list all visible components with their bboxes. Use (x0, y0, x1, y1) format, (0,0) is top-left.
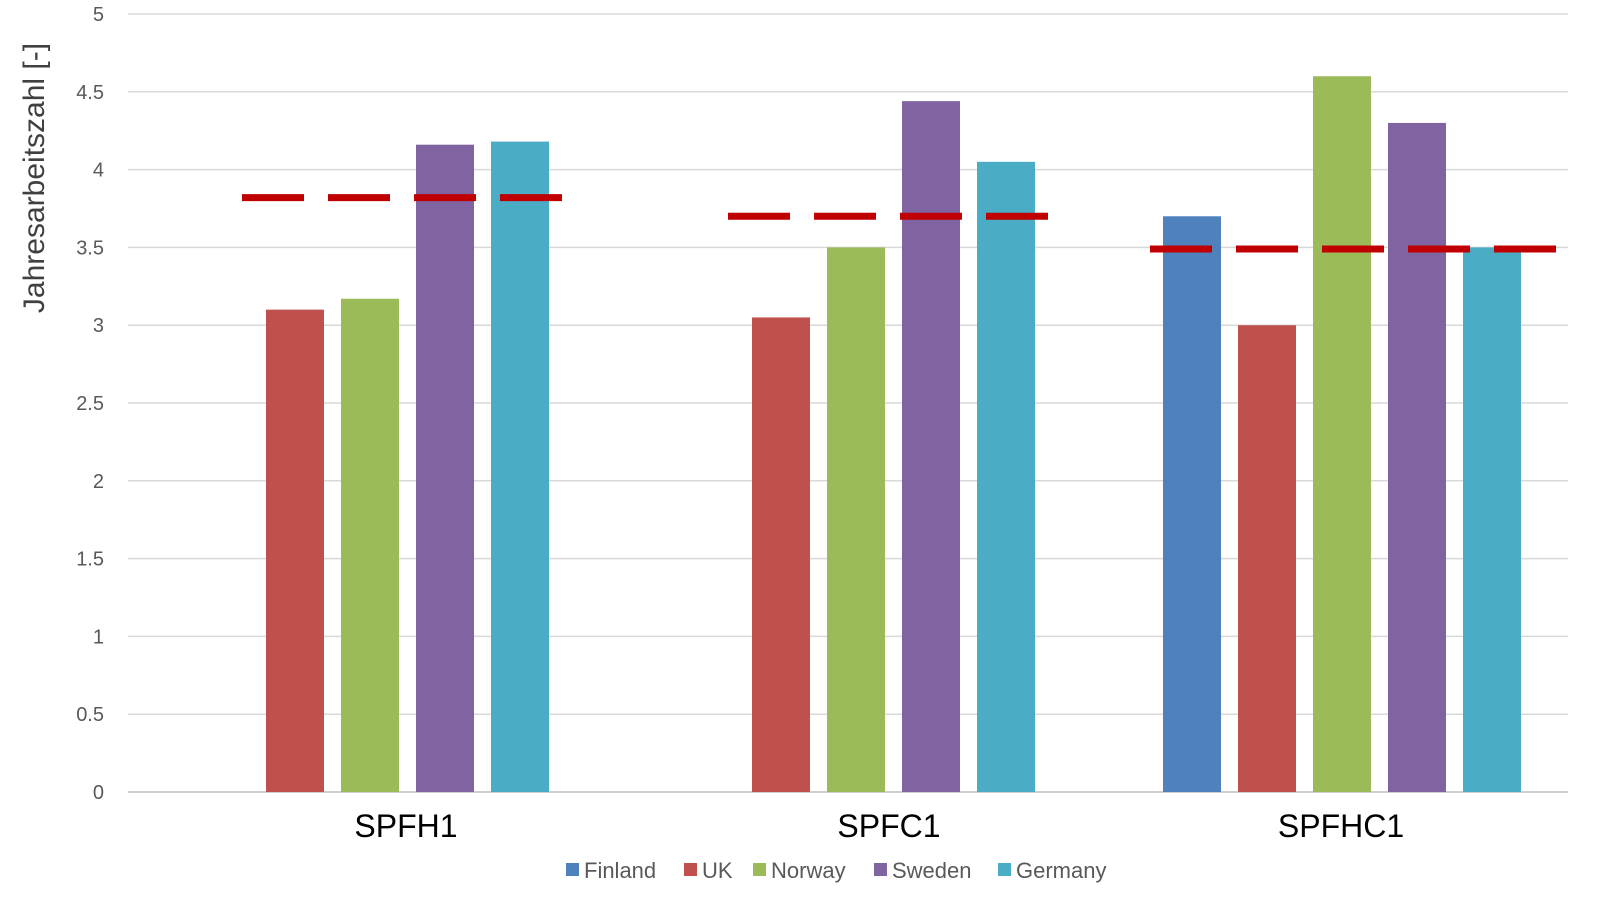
y-tick-label: 3.5 (76, 237, 104, 259)
bars (266, 76, 1521, 793)
legend-label-uk: UK (702, 858, 733, 883)
y-tick-label: 2.5 (76, 393, 104, 415)
legend-swatch-finland (566, 863, 579, 876)
bar-finland-spfhc1 (1163, 216, 1221, 792)
bar-norway-spfh1 (341, 298, 399, 792)
bar-sweden-spfhc1 (1388, 122, 1446, 793)
legend-label-sweden: Sweden (892, 858, 972, 883)
y-tick-label: 0 (93, 782, 104, 804)
y-axis-label: Jahresarbeitszahl [-] (18, 43, 51, 313)
y-axis-ticks: 0 0.5 1 1.5 2 2.5 3 3.5 4 4.5 5 (76, 4, 104, 804)
x-axis-categories: SPFH1 SPFC1 SPFHC1 (354, 808, 1404, 844)
legend-label-germany: Germany (1016, 858, 1106, 883)
bar-germany-spfhc1 (1463, 247, 1521, 792)
bar-norway-spfc1 (827, 247, 885, 792)
y-tick-label: 1.5 (76, 549, 104, 571)
legend-swatch-norway (753, 863, 766, 876)
y-tick-label: 0.5 (76, 704, 104, 726)
y-tick-label: 5 (93, 4, 104, 26)
y-tick-label: 2 (93, 471, 104, 493)
legend-label-finland: Finland (584, 858, 656, 883)
bar-germany-spfc1 (977, 161, 1035, 792)
bar-uk-spfc1 (752, 317, 810, 792)
bar-norway-spfhc1 (1313, 76, 1371, 793)
legend-swatch-germany (998, 863, 1011, 876)
legend-swatch-uk (684, 863, 697, 876)
legend: Finland UK Norway Sweden Germany (566, 858, 1106, 883)
x-category-label: SPFC1 (837, 808, 940, 844)
y-tick-label: 1 (93, 626, 104, 648)
reference-lines (242, 194, 1558, 253)
x-category-label: SPFHC1 (1278, 808, 1404, 844)
legend-swatch-sweden (874, 863, 887, 876)
bar-uk-spfhc1 (1238, 325, 1296, 792)
bar-germany-spfh1 (491, 141, 549, 793)
y-tick-label: 3 (93, 315, 104, 337)
bar-uk-spfh1 (266, 309, 324, 792)
x-category-label: SPFH1 (354, 808, 457, 844)
y-tick-label: 4 (93, 160, 104, 182)
bar-sweden-spfc1 (902, 101, 960, 793)
bar-sweden-spfh1 (416, 144, 474, 793)
legend-label-norway: Norway (771, 858, 846, 883)
y-tick-label: 4.5 (76, 82, 104, 104)
